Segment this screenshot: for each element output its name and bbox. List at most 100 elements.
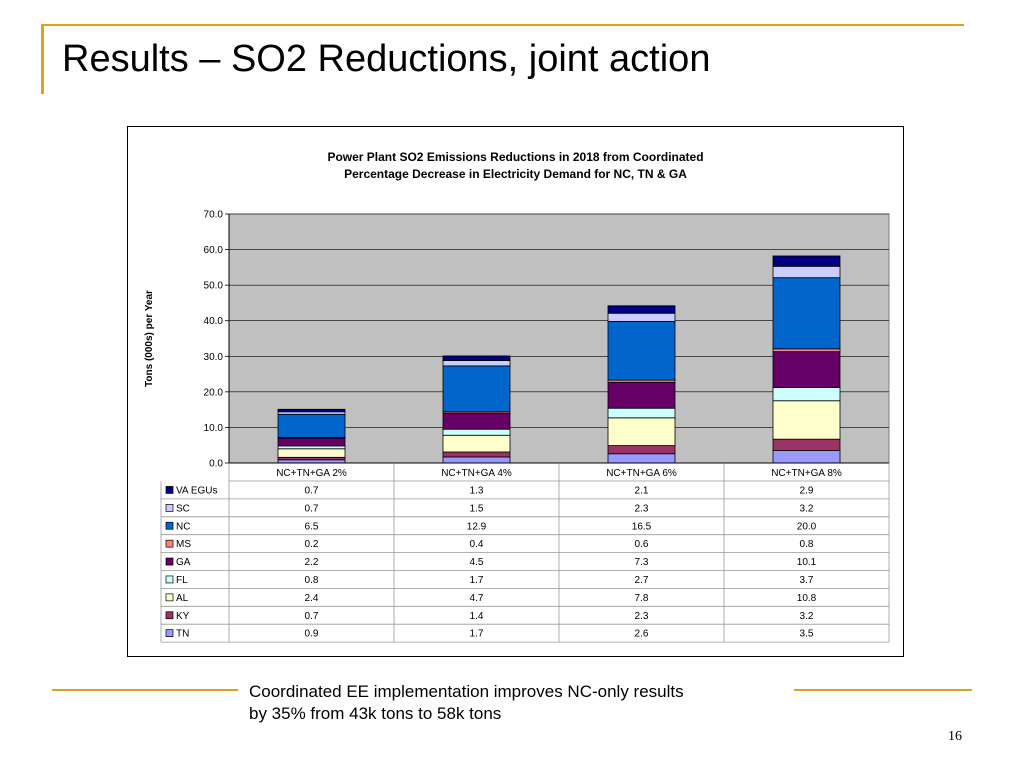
data-label: 0.6 (635, 539, 649, 550)
data-label: 4.7 (470, 593, 484, 604)
legend-swatch (165, 504, 174, 512)
legend-entry: FL (176, 575, 188, 586)
bar-segment (277, 413, 346, 438)
data-label: 1.7 (470, 629, 484, 640)
data-label: 3.5 (800, 629, 814, 640)
slide-title: Results – SO2 Reductions, joint action (62, 38, 711, 80)
legend-entry: GA (176, 557, 191, 568)
bar-segment (772, 351, 841, 388)
data-label: 7.3 (635, 557, 649, 568)
data-label: 1.7 (470, 575, 484, 586)
y-tick-label: 10.0 (204, 423, 224, 434)
bar-segment (772, 438, 841, 451)
legend-entry: MS (176, 539, 191, 550)
bar-segment (772, 348, 841, 353)
y-axis-label: Tons (000s) per Year (144, 290, 155, 387)
y-tick-label: 50.0 (204, 281, 224, 292)
legend-entry: KY (176, 611, 190, 622)
y-tick-label: 40.0 (204, 316, 224, 327)
bar-segment (277, 408, 346, 413)
accent-bottom-right-line (794, 689, 972, 691)
chart-title-line-1: Power Plant SO2 Emissions Reductions in … (327, 150, 704, 164)
bar-segment (442, 434, 511, 453)
bar-segment (442, 451, 511, 458)
accent-top-line (41, 24, 964, 26)
bar-segment (277, 448, 346, 458)
bar-segment (772, 265, 841, 279)
accent-vertical-line (41, 24, 44, 94)
data-label: 2.1 (635, 485, 649, 496)
data-label: 1.3 (470, 485, 484, 496)
data-label: 3.2 (800, 611, 814, 622)
data-label: 2.2 (305, 557, 319, 568)
data-label: 1.5 (470, 503, 484, 514)
chart-frame: Power Plant SO2 Emissions Reductions in … (127, 126, 904, 657)
chart-title: Power Plant SO2 Emissions Reductions in … (128, 149, 903, 183)
data-label: 16.5 (632, 521, 652, 532)
data-label: 10.1 (797, 557, 817, 568)
data-label: 4.5 (470, 557, 484, 568)
data-label: 20.0 (797, 521, 817, 532)
bar-segment (607, 321, 676, 381)
legend-entry: SC (176, 503, 190, 514)
x-category-label: NC+TN+GA 4% (441, 468, 512, 479)
data-label: 3.2 (800, 503, 814, 514)
bar-segment (607, 453, 676, 464)
legend-swatch (165, 557, 174, 566)
takeaway-line-2: by 35% from 43k tons to 58k tons (249, 704, 502, 723)
x-category-label: NC+TN+GA 6% (606, 468, 677, 479)
bar-segment (442, 355, 511, 361)
accent-bottom-left-line (52, 689, 238, 691)
y-tick-label: 30.0 (204, 352, 224, 363)
y-tick-label: 20.0 (204, 387, 224, 398)
data-label: 0.7 (305, 485, 319, 496)
data-label: 0.2 (305, 539, 319, 550)
legend-swatch (165, 539, 174, 548)
bar-segment (607, 417, 676, 446)
x-category-label: NC+TN+GA 8% (771, 468, 842, 479)
data-label: 0.7 (305, 611, 319, 622)
bar-segment (607, 305, 676, 314)
bar-segment (772, 450, 841, 464)
legend-swatch (165, 629, 174, 637)
data-label: 0.4 (470, 539, 484, 550)
y-tick-label: 0.0 (209, 459, 223, 470)
y-tick-label: 70.0 (204, 210, 224, 221)
bar-segment (772, 277, 841, 350)
bar-segment (772, 255, 841, 267)
bar-segment (277, 437, 346, 447)
data-label: 0.8 (305, 575, 319, 586)
bar-segment (442, 412, 511, 430)
data-label: 0.9 (305, 629, 319, 640)
bar-segment (442, 365, 511, 413)
legend-swatch (165, 521, 174, 530)
bar-segment (607, 445, 676, 455)
x-category-label: NC+TN+GA 2% (276, 468, 347, 479)
data-label: 2.7 (635, 575, 649, 586)
legend-entry: AL (176, 593, 189, 604)
data-label: 7.8 (635, 593, 649, 604)
legend-swatch (165, 593, 174, 602)
bar-segment (772, 387, 841, 402)
data-label: 2.4 (305, 593, 319, 604)
data-label: 0.7 (305, 503, 319, 514)
data-label: 2.6 (635, 629, 649, 640)
bar-segment (442, 360, 511, 367)
takeaway-text: Coordinated EE implementation improves N… (249, 681, 789, 725)
legend-swatch (165, 611, 174, 620)
data-label: 2.3 (635, 611, 649, 622)
bar-segment (607, 381, 676, 409)
data-label: 0.8 (800, 539, 814, 550)
takeaway-line-1: Coordinated EE implementation improves N… (249, 682, 684, 701)
bar-segment (442, 428, 511, 436)
bar-segment (277, 445, 346, 450)
bar-segment (607, 312, 676, 322)
data-label: 10.8 (797, 593, 817, 604)
data-label: 12.9 (467, 521, 487, 532)
data-label: 2.3 (635, 503, 649, 514)
bar-segment (772, 400, 841, 440)
data-label: 6.5 (305, 521, 319, 532)
data-label: 1.4 (470, 611, 484, 622)
page-number: 16 (948, 729, 962, 744)
data-label: 3.7 (800, 575, 814, 586)
